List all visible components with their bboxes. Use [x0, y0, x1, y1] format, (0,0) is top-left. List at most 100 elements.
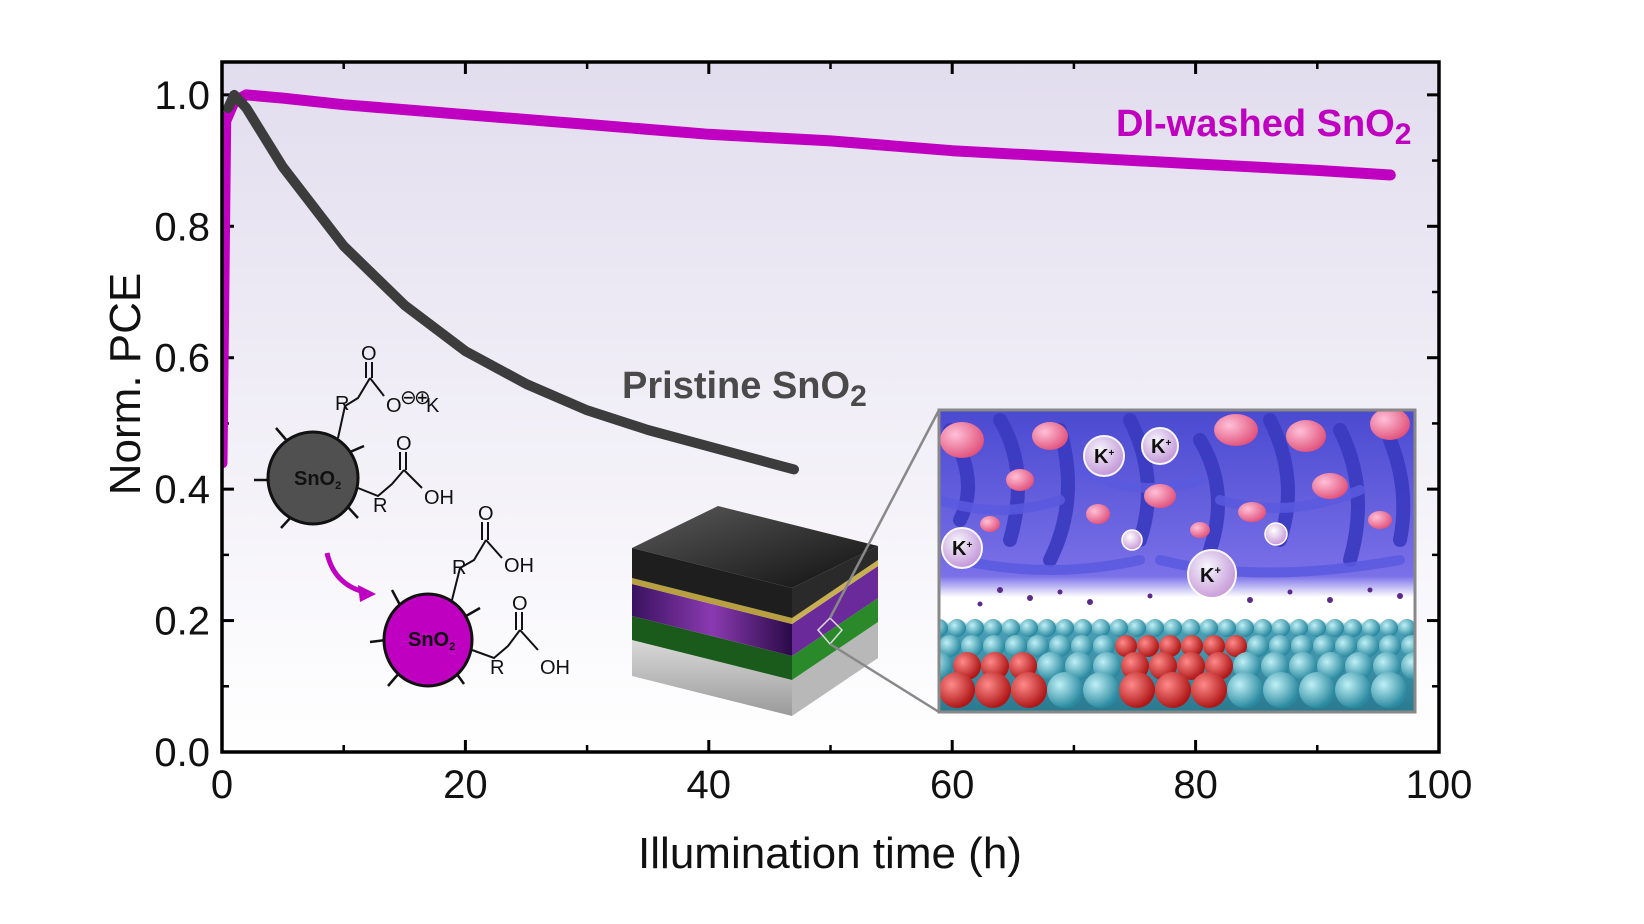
lattice-sphere — [1155, 672, 1191, 708]
lattice-sphere — [1093, 635, 1115, 657]
k-ions: K+ K+ K+ K+ — [941, 427, 1288, 599]
svg-text:SnO2: SnO2 — [294, 468, 341, 492]
series-label-pristine: Pristine SnO2 — [622, 365, 867, 413]
y-tick-label: 0.4 — [154, 468, 210, 512]
lattice-sphere — [1291, 635, 1313, 657]
lattice-sphere — [1005, 635, 1027, 657]
lattice-sphere — [1269, 635, 1291, 657]
lattice-sphere — [1159, 635, 1181, 657]
lattice-sphere — [1379, 635, 1401, 657]
lattice-sphere — [1038, 619, 1056, 637]
svg-text:O: O — [512, 593, 528, 615]
lattice-sphere — [1247, 635, 1269, 657]
lattice-sphere — [1335, 635, 1357, 657]
x-tick-label: 100 — [1406, 763, 1473, 807]
washed-particle — [382, 592, 474, 688]
lattice-sphere — [1308, 619, 1326, 637]
lattice-sphere — [1115, 635, 1137, 657]
scheme-washed: SnO2 R O OH R O OH — [369, 503, 570, 688]
lattice-sphere — [1110, 619, 1128, 637]
lattice-sphere — [1164, 619, 1182, 637]
y-tick-label: 1.0 — [154, 74, 210, 118]
lattice-sphere — [983, 635, 1005, 657]
lattice-sphere — [984, 619, 1002, 637]
svg-text:O: O — [396, 433, 412, 455]
svg-text:O: O — [361, 343, 377, 365]
lattice-sphere — [1398, 619, 1415, 637]
lattice-sphere — [1254, 619, 1272, 637]
x-tick-label: 80 — [1173, 763, 1218, 807]
lattice-sphere — [1344, 619, 1362, 637]
x-tick-label: 40 — [687, 763, 732, 807]
lattice-sphere — [939, 635, 961, 657]
y-axis-ticks: 0.0 0.2 0.4 0.6 0.8 1.0 — [154, 74, 1439, 775]
lattice-sphere — [1002, 619, 1020, 637]
lattice-sphere — [1313, 635, 1335, 657]
lattice-sphere — [966, 619, 984, 637]
y-tick-label: 0.2 — [154, 600, 210, 644]
lattice-sphere — [1020, 619, 1038, 637]
lattice-sphere — [1092, 619, 1110, 637]
svg-text:SnO2: SnO2 — [408, 629, 455, 653]
y-axis-title: Norm. PCE — [101, 273, 150, 495]
lattice-sphere — [1401, 635, 1415, 657]
lattice-sphere — [1335, 672, 1371, 708]
lattice-sphere — [1289, 652, 1317, 680]
lattice-sphere — [1137, 635, 1159, 657]
lattice-sphere — [1074, 619, 1092, 637]
svg-text:⊖: ⊖ — [400, 387, 417, 409]
lattice-sphere — [1056, 619, 1074, 637]
svg-text:K+: K+ — [952, 538, 972, 560]
svg-text:⊕: ⊕ — [414, 387, 431, 409]
series-layer — [222, 89, 1396, 475]
lattice-sphere — [1182, 619, 1200, 637]
lattice-sphere — [1191, 672, 1227, 708]
lattice-sphere — [1401, 652, 1415, 680]
lattice-sphere — [1236, 619, 1254, 637]
lattice-sphere — [939, 619, 948, 637]
y-tick-label: 0.8 — [154, 205, 210, 249]
svg-text:R: R — [373, 495, 387, 517]
lattice-sphere — [1065, 652, 1093, 680]
series-line-pristine — [223, 89, 799, 475]
svg-text:K+: K+ — [1200, 565, 1221, 587]
lattice-sphere — [1263, 672, 1299, 708]
lattice-sphere — [1380, 619, 1398, 637]
svg-text:K: K — [426, 395, 440, 417]
lattice-sphere — [1027, 635, 1049, 657]
series-label-di-washed: DI-washed SnO2 — [1116, 103, 1411, 151]
lattice-sphere — [948, 619, 966, 637]
tin-oxide-lattice — [939, 619, 1415, 708]
lattice-sphere — [1317, 652, 1345, 680]
lattice-sphere — [1272, 619, 1290, 637]
x-axis-ticks: 0 20 40 60 80 100 — [211, 62, 1473, 807]
lattice-sphere — [1290, 619, 1308, 637]
transformation-arrowhead — [358, 585, 376, 602]
lattice-sphere — [1357, 635, 1379, 657]
lattice-sphere — [1083, 672, 1119, 708]
lattice-sphere — [1181, 635, 1203, 657]
x-axis-title: Illumination time (h) — [638, 829, 1022, 878]
inset-rendering: K+ K+ K+ K+ — [939, 410, 1415, 712]
lattice-sphere — [1203, 635, 1225, 657]
lattice-sphere — [1362, 619, 1380, 637]
svg-text:R: R — [335, 393, 349, 415]
scheme-pristine: SnO2 R O O ⊖ ⊕ K R O OH — [254, 343, 454, 529]
svg-text:OH: OH — [424, 487, 454, 509]
lattice-sphere — [1119, 672, 1155, 708]
x-tick-label: 20 — [443, 763, 488, 807]
svg-text:K+: K+ — [1094, 446, 1114, 468]
lattice-sphere — [939, 672, 975, 708]
lattice-sphere — [1225, 635, 1247, 657]
lattice-sphere — [1071, 635, 1093, 657]
inset-frame — [937, 408, 1417, 714]
svg-text:K+: K+ — [1151, 436, 1171, 458]
pristine-particle — [266, 430, 360, 526]
svg-text:O: O — [386, 395, 402, 417]
lattice-sphere — [1047, 672, 1083, 708]
x-tick-label: 60 — [930, 763, 975, 807]
lattice-sphere — [1326, 619, 1344, 637]
plot-frame — [220, 60, 1441, 754]
lattice-sphere — [1299, 672, 1335, 708]
